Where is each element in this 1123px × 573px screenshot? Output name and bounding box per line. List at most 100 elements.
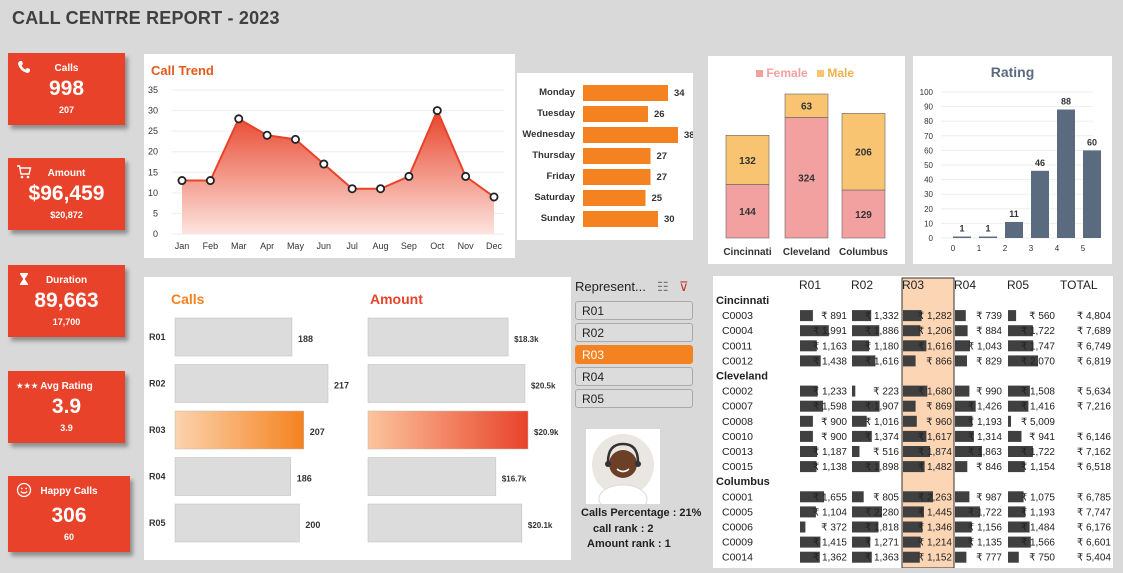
category-label: Friday bbox=[546, 171, 575, 182]
cell-value: ₹ 1,138 bbox=[813, 462, 848, 473]
group-label: Columbus bbox=[716, 476, 770, 488]
legend-male: Male bbox=[827, 66, 855, 80]
cell-value: ₹ 6,749 bbox=[1077, 341, 1112, 352]
cell-value: ₹ 1,346 bbox=[918, 523, 953, 534]
cell-value: ₹ 1,152 bbox=[918, 553, 953, 564]
cell-value: ₹ 1,156 bbox=[968, 523, 1003, 534]
row-label: C0010 bbox=[722, 431, 753, 443]
cell-value: ₹ 1,863 bbox=[968, 447, 1003, 458]
cell-value: ₹ 1,104 bbox=[813, 507, 848, 518]
kpi-rating-card: ★★★ Avg Rating 3.9 3.9 bbox=[8, 371, 125, 443]
data-bar bbox=[903, 536, 921, 548]
clear-filter-icon[interactable]: ⊽ bbox=[679, 279, 689, 294]
x-tick-label: 2 bbox=[1003, 244, 1008, 253]
data-label: 206 bbox=[855, 148, 872, 159]
data-label: 144 bbox=[739, 207, 756, 218]
column-header: R02 bbox=[851, 278, 873, 292]
cell-value: ₹ 846 bbox=[976, 462, 1002, 473]
data-label: 26 bbox=[654, 109, 665, 120]
cell-value: ₹ 6,819 bbox=[1077, 356, 1112, 367]
data-point bbox=[262, 130, 272, 140]
kpi-value: $96,459 bbox=[28, 182, 105, 205]
cell-value: ₹ 1,135 bbox=[968, 538, 1003, 549]
bar bbox=[583, 85, 668, 101]
data-bar bbox=[800, 506, 816, 518]
cell-value: ₹ 1,043 bbox=[968, 341, 1003, 352]
cell-value: ₹ 941 bbox=[1029, 432, 1055, 443]
slicer-item-r05[interactable]: R05 bbox=[575, 389, 693, 408]
data-bar bbox=[903, 415, 917, 427]
data-label: 207 bbox=[310, 427, 325, 437]
bar bbox=[367, 317, 509, 357]
data-bar bbox=[955, 551, 967, 563]
cell-value: ₹ 750 bbox=[1029, 553, 1055, 564]
rep-charts: R01 188 $18.3k R02 217 $20.5k R03 207 $20.9k R04 1… bbox=[149, 317, 559, 543]
row-label: C0013 bbox=[722, 446, 753, 458]
y-tick-label: 50 bbox=[924, 161, 933, 170]
category-label: Columbus bbox=[839, 247, 888, 258]
y-tick-label: 15 bbox=[148, 167, 158, 177]
cell-value: ₹ 1,818 bbox=[865, 523, 900, 534]
kpi-label: Calls bbox=[54, 63, 79, 74]
bar bbox=[1057, 109, 1075, 238]
cell-value: ₹ 1,566 bbox=[1021, 538, 1056, 549]
data-bar bbox=[1008, 355, 1038, 367]
data-label: 27 bbox=[657, 151, 668, 162]
slicer-title: Represent... bbox=[575, 279, 646, 294]
data-bar bbox=[852, 521, 879, 533]
bar bbox=[174, 457, 291, 496]
pivot-grid: R01 R02 R03 R04 R05 TOTAL Cincinnati C0003 ₹ 891… bbox=[716, 277, 1112, 569]
slicer-item-r04[interactable]: R04 bbox=[575, 367, 693, 386]
data-bar bbox=[955, 461, 968, 473]
data-point bbox=[376, 184, 386, 194]
data-point bbox=[234, 114, 244, 124]
rating-card: Rating 0 10 20 30 40 50 60 70 80 90 100 1 0 1 1 11 2 46 3 8… bbox=[913, 56, 1112, 264]
cell-value: ₹ 1,508 bbox=[1021, 387, 1056, 398]
data-bar bbox=[1008, 310, 1017, 322]
cell-value: ₹ 2,070 bbox=[1021, 356, 1056, 367]
data-bar bbox=[852, 400, 880, 412]
data-bar bbox=[955, 415, 973, 427]
legend-swatch bbox=[756, 70, 763, 77]
data-bar bbox=[852, 310, 872, 322]
slicer-item-r02[interactable]: R02 bbox=[575, 323, 693, 342]
stacked-bar-segment bbox=[784, 93, 829, 118]
data-point bbox=[489, 192, 499, 202]
legend-female: Female bbox=[766, 66, 808, 80]
y-tick-label: 20 bbox=[924, 205, 933, 214]
cell-value: ₹ 900 bbox=[821, 417, 847, 428]
y-tick-label: 5 bbox=[153, 208, 158, 218]
rep-panel: Calls Amount R01 188 $18.3k R02 217 $20.5k R03… bbox=[144, 277, 571, 560]
column-header: R03 bbox=[902, 278, 924, 292]
x-tick-label: Sep bbox=[401, 241, 417, 251]
cell-value: ₹ 1,363 bbox=[865, 553, 900, 564]
y-tick-label: 20 bbox=[148, 147, 158, 157]
cell-value: ₹ 1,206 bbox=[918, 326, 953, 337]
cell-value: ₹ 1,332 bbox=[865, 311, 900, 322]
call-rank: call rank : 2 bbox=[593, 522, 654, 535]
cell-value: ₹ 900 bbox=[821, 432, 847, 443]
multi-select-icon[interactable]: ☷ bbox=[657, 279, 669, 294]
data-label: 129 bbox=[855, 210, 872, 221]
x-tick-label: Oct bbox=[430, 241, 445, 251]
cell-value: ₹ 6,176 bbox=[1077, 523, 1112, 534]
y-tick-label: 25 bbox=[148, 126, 158, 136]
cell-value: ₹ 1,415 bbox=[813, 538, 848, 549]
data-bar bbox=[903, 385, 928, 397]
row-label: C0008 bbox=[722, 416, 753, 428]
row-label: C0001 bbox=[722, 491, 753, 503]
area-fill bbox=[182, 110, 494, 234]
cell-value: ₹ 6,146 bbox=[1077, 432, 1112, 443]
slicer-item-r03[interactable]: R03 bbox=[575, 345, 693, 364]
data-point bbox=[404, 171, 414, 181]
svg-text:★★★: ★★★ bbox=[16, 382, 38, 391]
y-tick-label: 0 bbox=[929, 234, 934, 243]
data-point bbox=[319, 159, 329, 169]
category-label: R01 bbox=[149, 332, 166, 342]
data-bar bbox=[1008, 506, 1026, 518]
cell-value: ₹ 1,314 bbox=[968, 432, 1003, 443]
cell-value: ₹ 223 bbox=[873, 387, 899, 398]
data-bar bbox=[903, 551, 920, 563]
stars-icon: ★★★ bbox=[16, 382, 38, 391]
slicer-item-r01[interactable]: R01 bbox=[575, 301, 693, 320]
